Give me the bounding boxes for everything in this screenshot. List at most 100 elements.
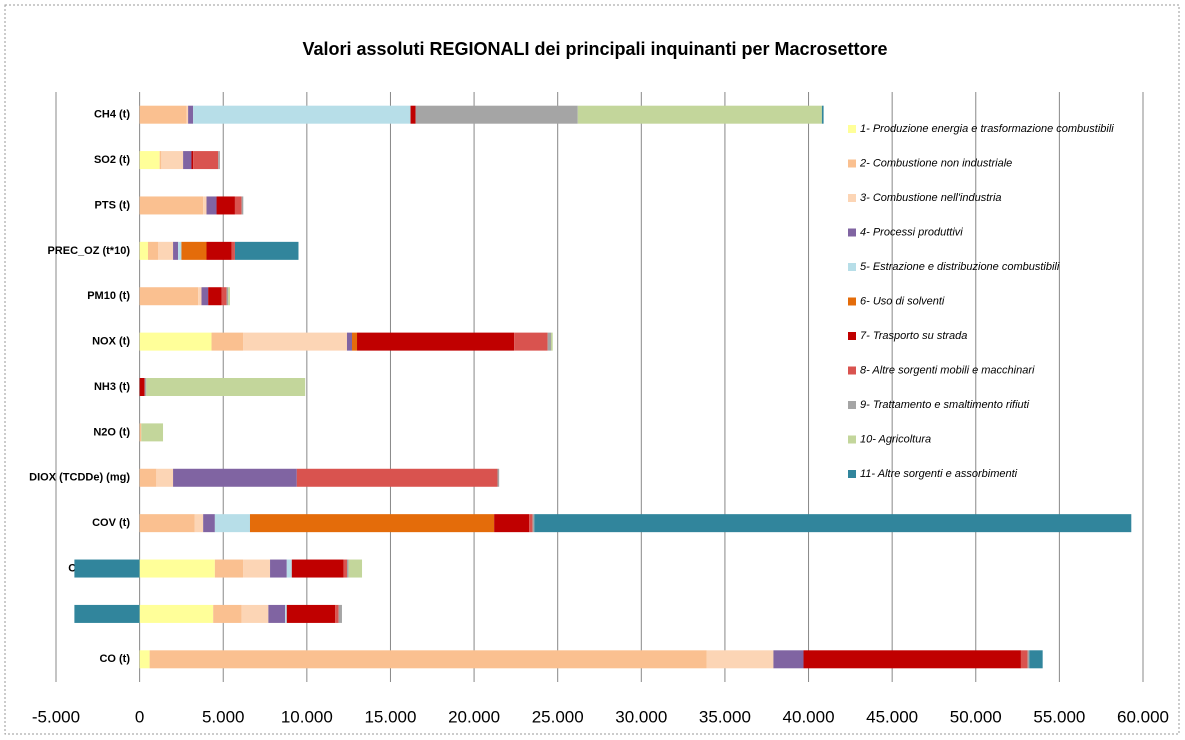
bar-segment [351, 332, 358, 351]
legend-label: 4- Processi produttivi [860, 226, 963, 238]
bar-segment [410, 105, 416, 124]
bar-segment [335, 604, 339, 623]
bar-segment [213, 604, 242, 623]
bar-segment [241, 196, 244, 215]
bar-segment [534, 514, 1132, 533]
bar-segment [139, 287, 199, 306]
bar-segment [161, 151, 184, 170]
y-tick-label: DIOX (TCDDe) (mg) [29, 472, 130, 484]
bar-segment [218, 151, 220, 170]
y-tick-label: SO2 (t) [94, 154, 130, 166]
legend-label: 2- Combustione non industriale [859, 157, 1012, 169]
y-tick-label: CH4 (t) [94, 109, 130, 121]
bar-segment [346, 559, 349, 578]
legend-swatch [848, 366, 856, 375]
bar-segment [198, 287, 202, 306]
bar-segment [268, 604, 286, 623]
legend-swatch [848, 125, 856, 133]
bar-segment [529, 514, 533, 533]
bar-segment [147, 241, 159, 260]
legend-swatch [848, 401, 856, 409]
y-tick-label: NH3 (t) [94, 381, 130, 393]
bar-segment [183, 151, 192, 170]
bar-segment [139, 196, 204, 215]
bar-segment [773, 650, 804, 669]
bar-segment [186, 105, 189, 124]
bar-segment [1029, 650, 1043, 669]
bar-segment [226, 287, 229, 306]
bar-segment [706, 650, 774, 669]
bar-segment [146, 378, 306, 396]
bar-segment [803, 650, 1021, 669]
bar-segment [497, 468, 500, 487]
bar-segment [193, 151, 219, 170]
bar-segment [228, 287, 230, 306]
bar-segment [821, 105, 824, 124]
bar-segment [206, 196, 217, 215]
legend-label: 8- Altre sorgenti mobili e macchinari [860, 364, 1035, 376]
legend-swatch [848, 297, 856, 306]
y-tick-label: CO (t) [99, 653, 130, 665]
bar-segment [221, 287, 227, 306]
bar-segment [201, 287, 209, 306]
legend-label: 3- Combustione nell'industria [860, 192, 1002, 204]
bar-segment [234, 241, 299, 260]
bar-segment [156, 468, 174, 487]
bar-segment [158, 241, 174, 260]
bar-segment [141, 423, 164, 442]
bar-segment [139, 559, 215, 578]
bar-segment [296, 468, 498, 487]
bar-segment [532, 514, 535, 533]
y-tick-label: NOX (t) [92, 336, 130, 348]
x-tick-label: 5.000 [202, 707, 245, 726]
bar-segment [203, 196, 207, 215]
bar-segment [206, 241, 232, 260]
y-tick-label: PREC_OZ (t*10) [47, 245, 130, 257]
bar-segment [285, 604, 287, 623]
bar-segment [551, 332, 553, 351]
bar-segment [149, 650, 707, 669]
legend-label: 5- Estrazione e distribuzione combustibi… [860, 261, 1060, 273]
bar-segment [194, 514, 204, 533]
bar-segment [173, 468, 297, 487]
x-tick-label: 40.000 [783, 707, 835, 726]
legend-swatch [848, 470, 856, 478]
bar-segment [1020, 650, 1028, 669]
bar-segment [514, 332, 548, 351]
bar-segment [173, 241, 179, 260]
bar-segment [577, 105, 822, 124]
y-tick-label: PM10 (t) [87, 290, 130, 302]
legend-label: 1- Produzione energia e trasformazione c… [860, 123, 1114, 135]
x-tick-label: 60.000 [1117, 707, 1169, 726]
legend-swatch [848, 228, 856, 237]
chart-border [4, 4, 1180, 735]
bar-segment [74, 604, 140, 623]
bar-segment [193, 105, 411, 124]
bar-segment [139, 468, 157, 487]
x-tick-label: 55.000 [1033, 707, 1085, 726]
bar-segment [139, 241, 148, 260]
x-tick-label: 45.000 [866, 707, 918, 726]
legend-swatch [848, 332, 856, 340]
y-tick-label: PTS (t) [95, 199, 131, 211]
legend-label: 10- Agricoltura [860, 433, 931, 445]
bar-segment [234, 196, 242, 215]
bar-segment [191, 151, 194, 170]
bar-segment [139, 151, 160, 170]
bar-segment [211, 332, 244, 351]
bar-segment [291, 559, 344, 578]
bar-segment [270, 559, 287, 578]
bar-segment [139, 332, 212, 351]
bar-segment [348, 559, 363, 578]
x-tick-label: 15.000 [364, 707, 416, 726]
legend-swatch [848, 194, 856, 202]
x-tick-label: 20.000 [448, 707, 500, 726]
legend-swatch [848, 435, 856, 444]
bar-segment [139, 378, 145, 396]
bar-segment [249, 514, 495, 533]
x-tick-label: -5.000 [32, 707, 80, 726]
bar-segment [203, 514, 215, 533]
bar-segment [74, 559, 140, 578]
y-tick-label: COV (t) [92, 517, 130, 529]
